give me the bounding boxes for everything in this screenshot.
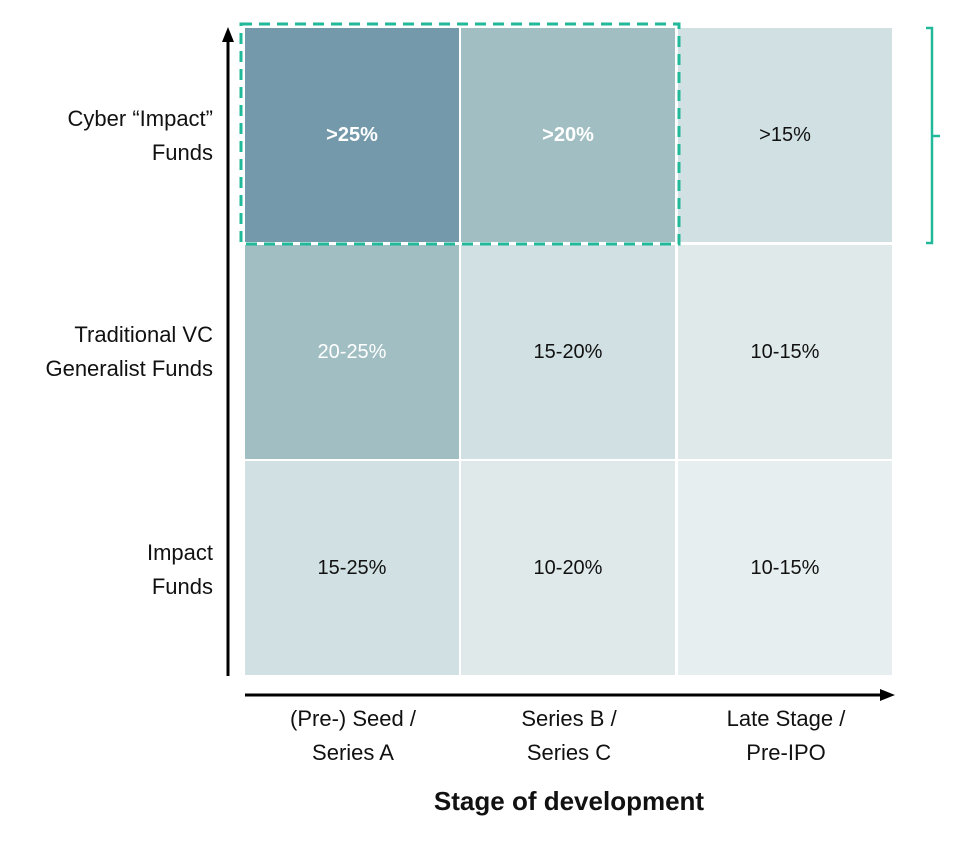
cell-traditional-late: 10-15% — [678, 245, 892, 459]
row-label-line: Impact — [146, 540, 213, 565]
row-label-line: Funds — [151, 574, 213, 599]
cell-value: >25% — [326, 123, 378, 146]
cell-cyber-late: >15% — [678, 28, 892, 242]
row-label-line: Cyber “Impact” — [67, 106, 213, 131]
row-label-line: Funds — [151, 140, 213, 165]
row-label-traditional-vc: Traditional VC Generalist Funds — [0, 318, 213, 386]
cell-impact-late: 10-15% — [678, 461, 892, 675]
row-label-line: Generalist Funds — [45, 356, 213, 381]
col-label-line: Series A — [312, 740, 394, 765]
col-label-series-b-c: Series B / Series C — [461, 702, 677, 770]
cell-cyber-seed: >25% — [245, 28, 459, 242]
row-label-impact-funds: Impact Funds — [0, 536, 213, 604]
cell-traditional-seed: 20-25% — [245, 245, 459, 459]
highlight-bracket — [926, 26, 940, 245]
cell-value: 15-25% — [317, 556, 387, 579]
cell-value: 10-15% — [750, 556, 820, 579]
col-label-seed-series-a: (Pre-) Seed / Series A — [245, 702, 461, 770]
cell-impact-seed: 15-25% — [245, 461, 459, 675]
cell-value: 15-20% — [533, 340, 603, 363]
row-label-line: Traditional VC — [74, 322, 213, 347]
col-label-line: Pre-IPO — [746, 740, 826, 765]
col-label-line: (Pre-) Seed / — [290, 706, 416, 731]
col-label-line: Late Stage / — [726, 706, 846, 731]
cell-value: 10-20% — [533, 556, 603, 579]
col-label-late-stage: Late Stage / Pre-IPO — [678, 702, 894, 770]
cell-traditional-seriesb: 15-20% — [461, 245, 675, 459]
cell-value: 10-15% — [750, 340, 820, 363]
y-axis-arrowhead — [222, 27, 234, 42]
col-label-line: Series C — [526, 740, 612, 765]
cell-cyber-seriesb: >20% — [461, 28, 675, 242]
highlight-dashed-box — [239, 22, 681, 246]
row-label-cyber-impact-funds: Cyber “Impact” Funds — [0, 102, 213, 170]
cell-value: >20% — [542, 123, 594, 146]
col-label-line: Series B / — [521, 706, 617, 731]
cell-impact-seriesb: 10-20% — [461, 461, 675, 675]
x-axis-arrowhead — [880, 689, 895, 701]
x-axis-title: Stage of development — [433, 786, 705, 816]
cell-value: >15% — [759, 123, 811, 146]
cell-value: 20-25% — [317, 340, 387, 363]
